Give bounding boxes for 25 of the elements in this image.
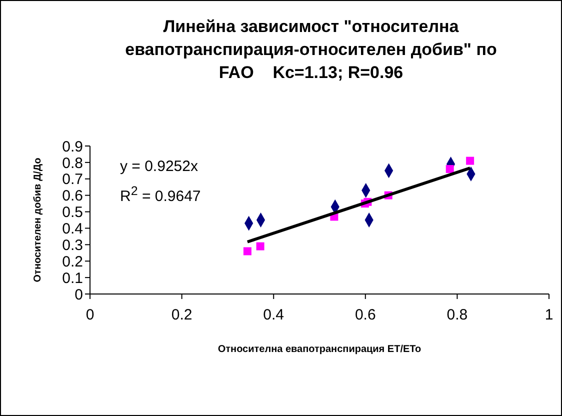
- y-tick-label: 0: [74, 286, 83, 304]
- chart-title: Линейна зависимост "относителна евапотранспирация-относителен добив" по FAO Kc=1.13; R=0.96: [124, 16, 498, 84]
- y-tick-label: 0.6: [62, 188, 83, 205]
- y-tick-label: 0.5: [62, 204, 83, 222]
- x-tick-label: 0.4: [263, 306, 284, 324]
- y-tick-label: 0.4: [62, 220, 83, 238]
- x-tick-label: 0: [86, 306, 94, 324]
- annotation: R$^{2}$ = 0.9647: [120, 183, 201, 207]
- y-tick-label: 0.1: [62, 270, 83, 287]
- y-axis-title: Относителен добив Д/До: [32, 158, 44, 282]
- y-tick-label: 0.2: [62, 253, 83, 270]
- x-tick-label: 1: [544, 306, 554, 324]
- x-tick-label: 0.2: [171, 306, 192, 324]
- x-axis-title: Относителна евапотранспирация ET/ETo: [218, 344, 422, 355]
- annotation: y = 0.9252x: [120, 157, 199, 177]
- y-tick-label: 0.7: [62, 171, 83, 188]
- x-tick-label: 0.8: [446, 306, 468, 324]
- point: [256, 242, 264, 250]
- point: [243, 247, 252, 256]
- y-tick-label: 0.9: [62, 138, 83, 156]
- x-tick-label: 0.6: [354, 306, 376, 324]
- y-tick-label: 0.8: [62, 154, 83, 172]
- y-tick-label: 0.3: [62, 236, 83, 254]
- point: [446, 165, 454, 174]
- point: [466, 156, 474, 165]
